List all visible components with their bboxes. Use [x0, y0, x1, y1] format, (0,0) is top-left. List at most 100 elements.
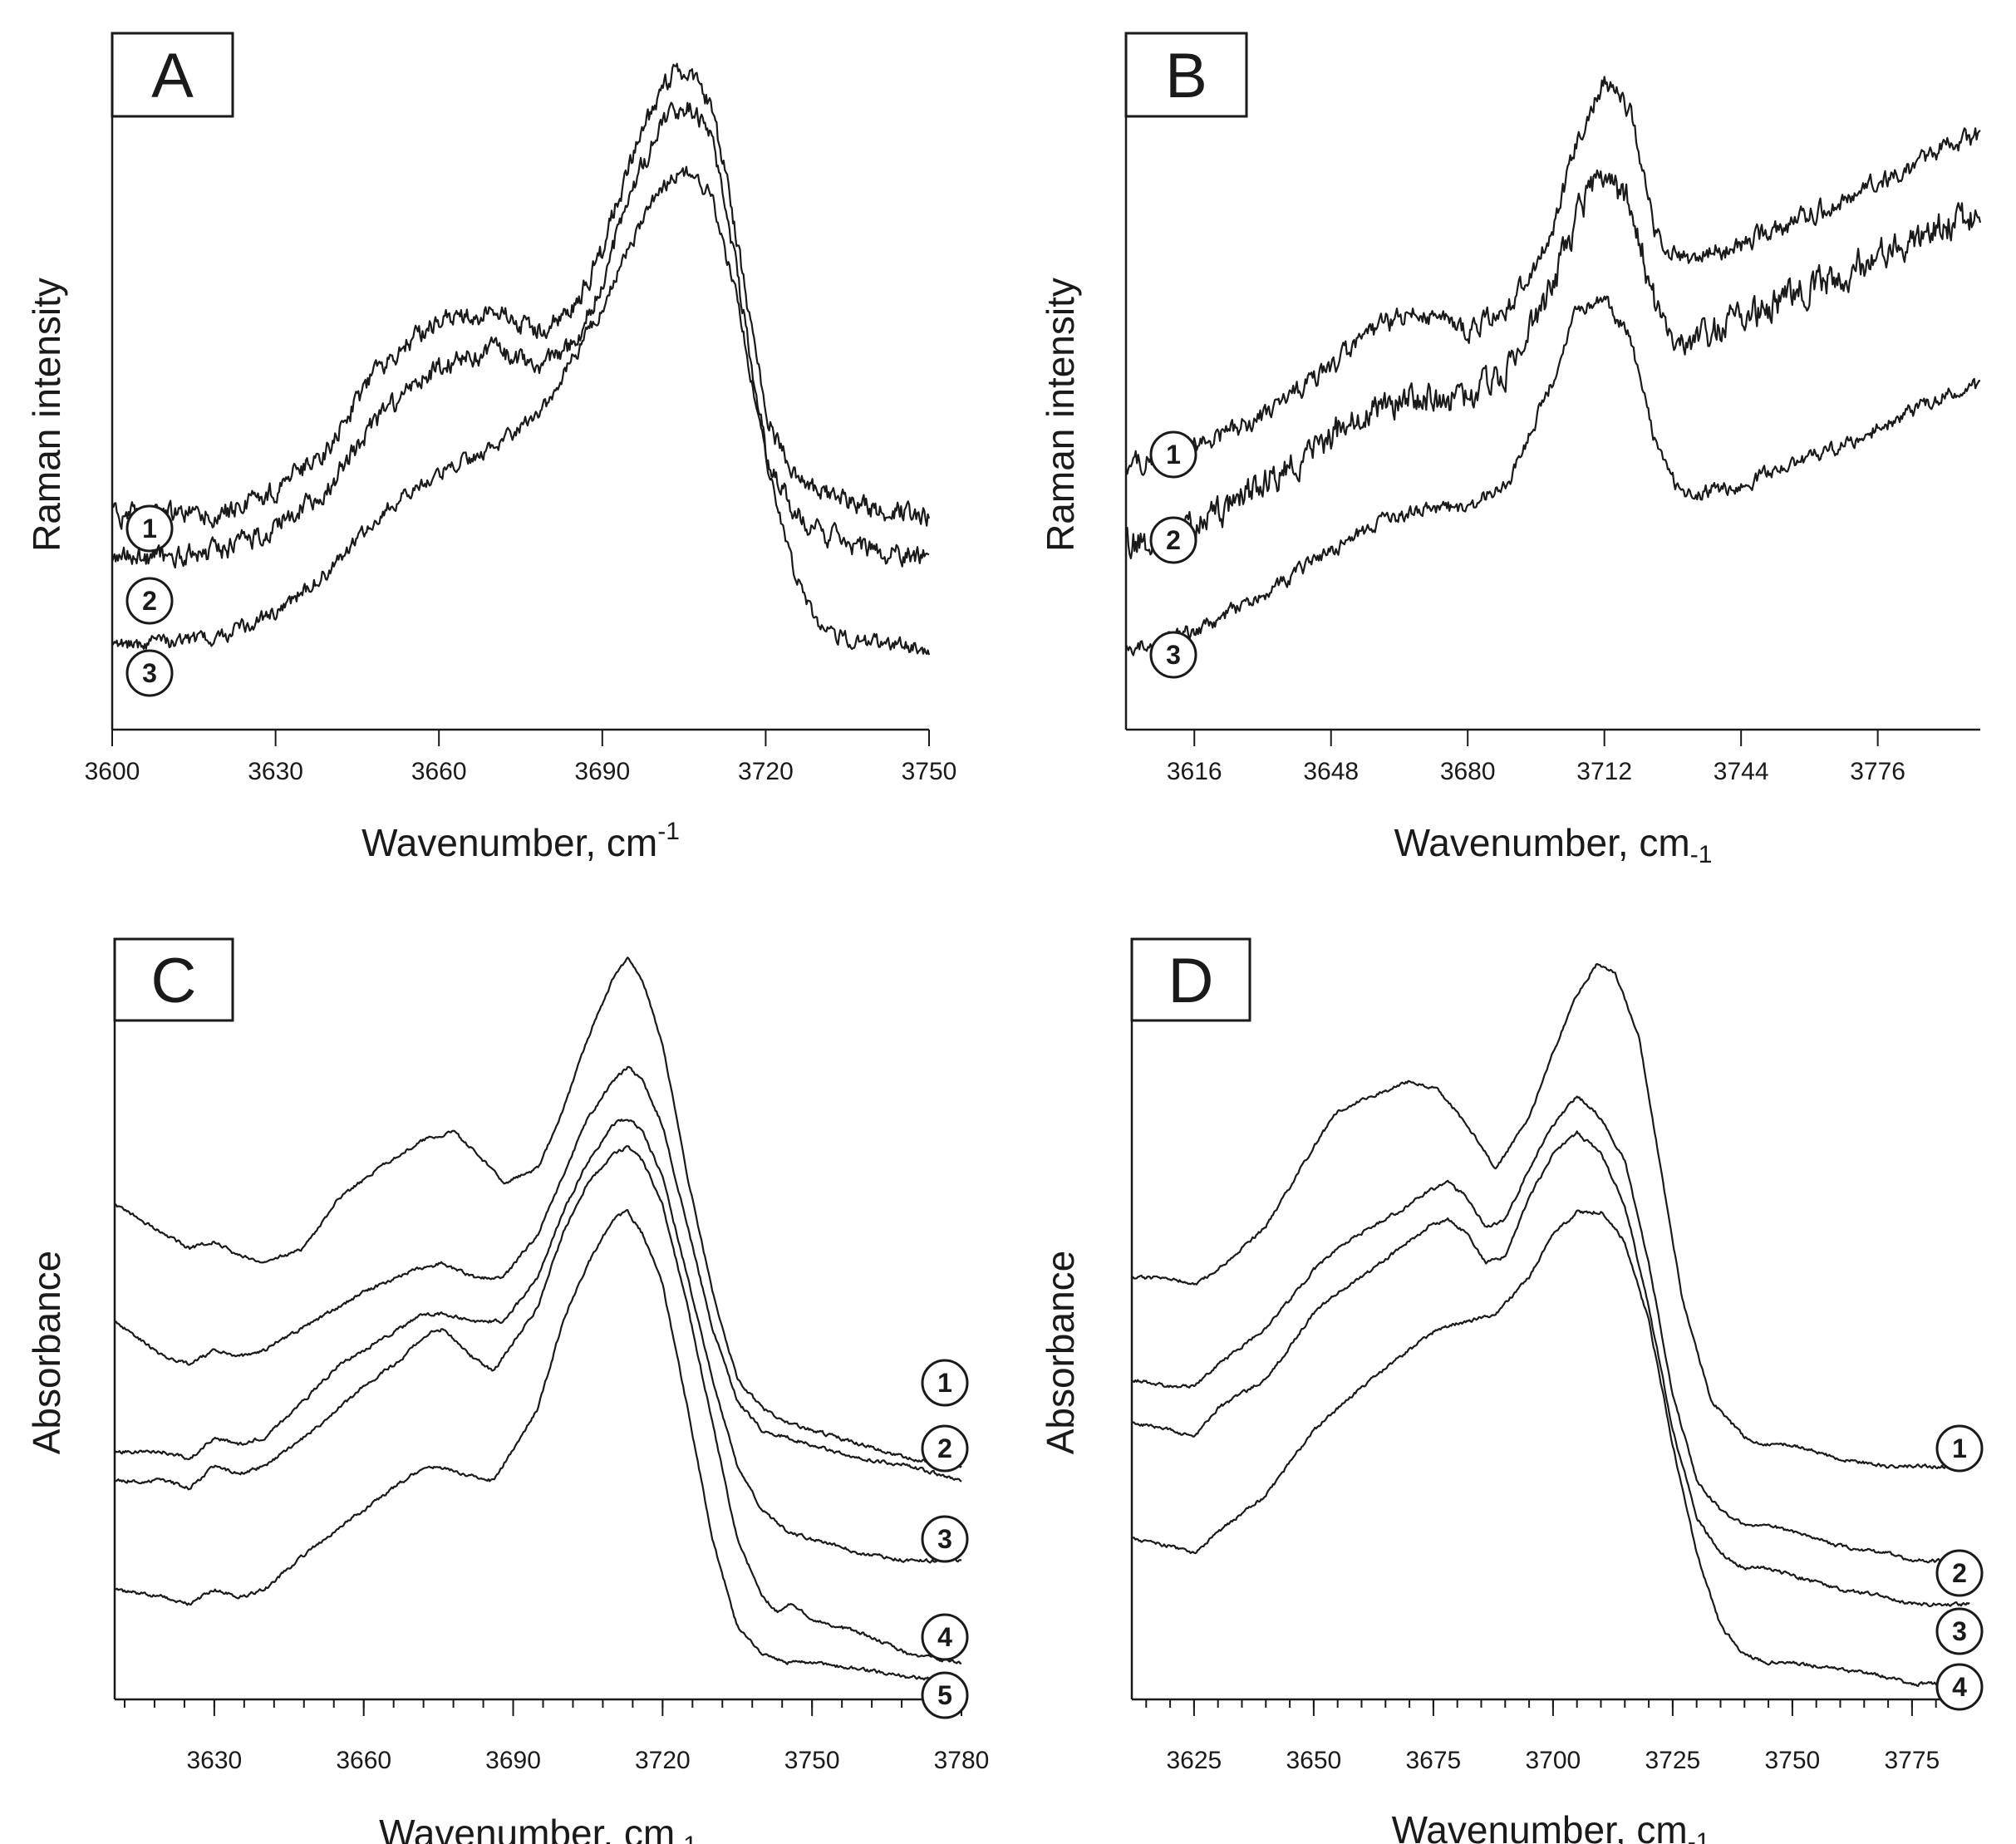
x-tick-label: 3750: [902, 758, 957, 785]
series-label-number: 1: [937, 1368, 952, 1398]
series-label-number: 5: [937, 1680, 952, 1710]
panel-label-box: [1124, 32, 1248, 118]
series-label-number: 4: [937, 1622, 952, 1652]
x-axis-title: Wavenumber, cm-1: [1392, 1808, 1710, 1844]
series-label-2: 2: [921, 1424, 969, 1473]
y-axis-title: Absorbance: [25, 1251, 68, 1455]
x-tick-label: 3650: [1286, 1747, 1342, 1774]
series-label-number: 3: [142, 658, 157, 688]
series-label-circle: [1935, 1424, 1984, 1473]
series-line-3: [111, 165, 931, 656]
x-tick-label: 3776: [1850, 758, 1905, 785]
series-line-3: [114, 1119, 962, 1564]
series-label-circle: [921, 1671, 969, 1719]
series-label-1: 1: [1149, 430, 1197, 479]
x-tick-label: 3690: [574, 758, 630, 785]
series-label-2: 2: [1149, 516, 1197, 564]
series-label-3: 3: [921, 1515, 969, 1563]
series-line-2: [1131, 1095, 1970, 1564]
x-tick-label: 3660: [411, 758, 467, 785]
x-tick-label: 3775: [1885, 1747, 1940, 1774]
series-line-2: [114, 1065, 962, 1483]
series-label-number: 2: [1952, 1558, 1967, 1588]
series-line-1: [114, 956, 962, 1468]
panel-label-letter: C: [151, 946, 197, 1016]
x-tick-label: 3744: [1714, 758, 1769, 785]
series-label-3: 3: [1149, 631, 1197, 679]
x-tick-label: 3630: [187, 1747, 243, 1774]
series-label-circle: [921, 1515, 969, 1563]
series-label-circle: [1149, 430, 1197, 479]
series-label-number: 1: [1952, 1433, 1967, 1463]
panel-label-letter: A: [151, 41, 194, 111]
x-axis-title: Wavenumber, cm-1: [361, 818, 680, 864]
series-label-number: 3: [1952, 1616, 1967, 1646]
series-label-circle: [1149, 516, 1197, 564]
series-label-5: 5: [921, 1671, 969, 1719]
series-line-4: [114, 1145, 961, 1665]
series-label-circle: [1935, 1549, 1984, 1597]
x-tick-label: 3600: [85, 758, 140, 785]
series-label-3: 3: [1935, 1607, 1984, 1655]
x-axis-title-exponent: -1: [657, 818, 680, 845]
x-tick-label: 3720: [635, 1747, 691, 1774]
chart-panel-b: 3616 3648 3680 3712 3744 3776 Wavenumber, cm-1…: [1039, 32, 1982, 868]
x-tick-label: 3712: [1576, 758, 1632, 785]
series-line-1: [1124, 76, 1981, 476]
series-label-circle: [921, 1424, 969, 1473]
x-axis-title-text: Wavenumber, cm: [379, 1812, 675, 1844]
series-label-2: 2: [125, 577, 174, 625]
x-tick-label: 3700: [1526, 1747, 1581, 1774]
series-label-4: 4: [1935, 1663, 1984, 1711]
series-label-circle: [921, 1359, 969, 1407]
series-label-1: 1: [125, 504, 174, 553]
x-tick-label: 3675: [1406, 1747, 1462, 1774]
x-tick-label: 3725: [1645, 1747, 1701, 1774]
series-label-circle: [921, 1613, 969, 1661]
series-label-3: 3: [125, 649, 174, 697]
series-label-1: 1: [921, 1359, 969, 1407]
series-label-4: 4: [921, 1613, 969, 1661]
series-line-5: [114, 1209, 962, 1687]
x-tick-label: 3660: [336, 1747, 391, 1774]
x-axis-title-exponent: -1: [675, 1832, 697, 1844]
series-label-circle: [1935, 1663, 1984, 1711]
series-label-1: 1: [1935, 1424, 1984, 1473]
panel-label: C: [113, 937, 234, 1022]
series-label-2: 2: [1935, 1549, 1984, 1597]
y-axis-title: Raman intensity: [25, 278, 68, 552]
series-line-2: [111, 101, 930, 569]
series-label-number: 3: [937, 1524, 952, 1554]
series-line-3: [1124, 295, 1981, 656]
x-axis-title-exponent: -1: [1690, 841, 1713, 868]
chart-panel-a: 3600 3630 3660 3690 3720 3750 Wavenumber, cm-1…: [25, 32, 957, 864]
x-tick-label: 3648: [1303, 758, 1359, 785]
series-line-1: [111, 62, 931, 530]
panel-label: B: [1124, 32, 1248, 118]
x-axis-title: Wavenumber, cm-1: [1394, 821, 1713, 868]
series-line-2: [1124, 169, 1982, 560]
series-label-number: 4: [1952, 1672, 1967, 1702]
series-label-number: 2: [937, 1433, 952, 1463]
panel-label: A: [111, 32, 234, 118]
series-label-number: 2: [142, 586, 157, 616]
x-tick-label: 3720: [738, 758, 794, 785]
y-axis-title: Raman intensity: [1039, 278, 1082, 552]
series-line-4: [1131, 1209, 1970, 1687]
series-label-number: 2: [1166, 525, 1181, 555]
panel-label-box: [111, 32, 234, 118]
series-label-number: 1: [1166, 440, 1181, 470]
series-label-number: 3: [1166, 640, 1181, 670]
x-axis-title-exponent: -1: [1688, 1828, 1710, 1844]
panel-label-box: [113, 937, 234, 1022]
panel-label-box: [1130, 937, 1251, 1022]
panel-label: D: [1130, 937, 1251, 1022]
x-tick-label: 3690: [485, 1747, 541, 1774]
series-line-3: [1131, 1130, 1970, 1608]
x-axis-title-text: Wavenumber, cm: [1394, 821, 1690, 864]
series-label-circle: [125, 577, 174, 625]
chart-panel-c: 3630 3660 3690 3720 3750 3780 Wavenumber, cm-1…: [25, 937, 989, 1844]
series-label-circle: [125, 504, 174, 553]
x-axis-title: Wavenumber, cm-1: [379, 1812, 697, 1844]
